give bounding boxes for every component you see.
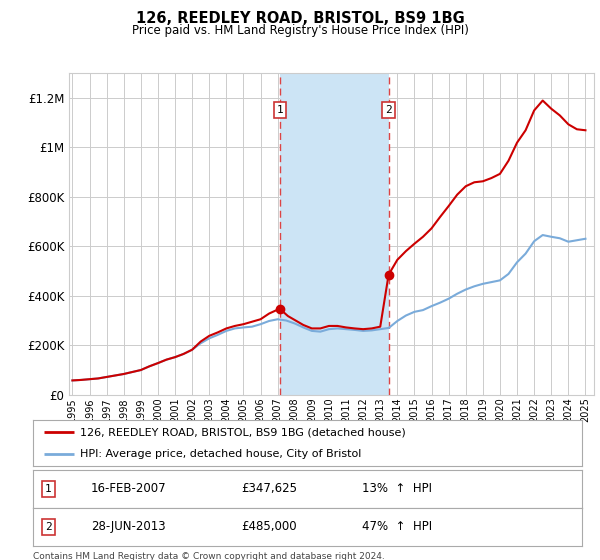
- Text: Price paid vs. HM Land Registry's House Price Index (HPI): Price paid vs. HM Land Registry's House …: [131, 24, 469, 36]
- Text: HPI: Average price, detached house, City of Bristol: HPI: Average price, detached house, City…: [80, 449, 361, 459]
- Text: 16-FEB-2007: 16-FEB-2007: [91, 482, 166, 496]
- Text: 1: 1: [277, 105, 283, 115]
- Text: 126, REEDLEY ROAD, BRISTOL, BS9 1BG: 126, REEDLEY ROAD, BRISTOL, BS9 1BG: [136, 11, 464, 26]
- Text: £485,000: £485,000: [242, 520, 297, 534]
- Text: 126, REEDLEY ROAD, BRISTOL, BS9 1BG (detached house): 126, REEDLEY ROAD, BRISTOL, BS9 1BG (det…: [80, 427, 406, 437]
- Text: 1: 1: [45, 484, 52, 494]
- Text: 28-JUN-2013: 28-JUN-2013: [91, 520, 165, 534]
- Text: 13%  ↑  HPI: 13% ↑ HPI: [362, 482, 433, 496]
- Text: 47%  ↑  HPI: 47% ↑ HPI: [362, 520, 433, 534]
- Text: 2: 2: [45, 522, 52, 532]
- Bar: [280, 73, 389, 395]
- Text: £347,625: £347,625: [242, 482, 298, 496]
- Text: 2: 2: [385, 105, 392, 115]
- Text: Contains HM Land Registry data © Crown copyright and database right 2024.
This d: Contains HM Land Registry data © Crown c…: [33, 552, 385, 560]
